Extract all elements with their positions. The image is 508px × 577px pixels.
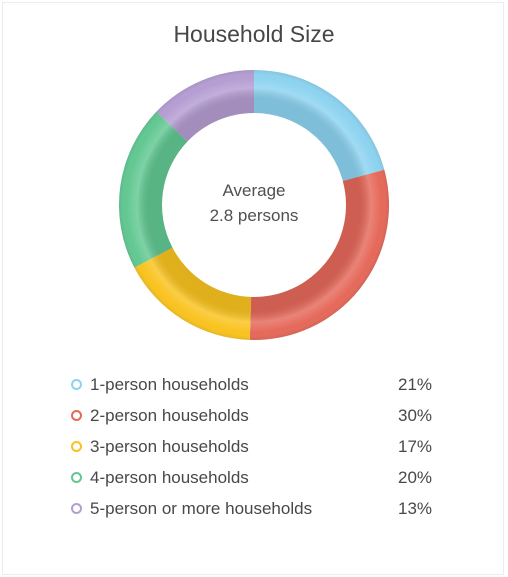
legend-value: 20% <box>398 468 433 487</box>
donut-shading <box>119 70 389 340</box>
legend-item[interactable]: 3-person households 17% <box>70 436 450 467</box>
legend-value: 30% <box>398 406 433 425</box>
legend-item[interactable]: 5-person or more households 13% <box>70 498 450 529</box>
legend-marker-icon <box>71 503 82 514</box>
legend-label: 4-person households <box>90 468 249 487</box>
legend: 1-person households 21% 2-person household… <box>70 374 450 529</box>
legend-item[interactable]: 2-person households 30% <box>70 405 450 436</box>
legend-marker-icon <box>71 410 82 421</box>
center-label-line-2: 2.8 persons <box>209 206 299 225</box>
legend-item[interactable]: 4-person households 20% <box>70 467 450 498</box>
legend-value: 21% <box>398 375 433 394</box>
legend-label: 5-person or more households <box>90 499 313 518</box>
legend-marker-icon <box>71 441 82 452</box>
chart-title: Household Size <box>173 21 335 47</box>
legend-item[interactable]: 1-person households 21% <box>70 374 450 405</box>
legend-label: 2-person households <box>90 406 249 425</box>
legend-label: 3-person households <box>90 437 249 456</box>
legend-marker-icon <box>71 379 82 390</box>
legend-label: 1-person households <box>90 375 249 394</box>
legend-marker-icon <box>71 472 82 483</box>
center-label-line-1: Average <box>222 181 286 200</box>
legend-value: 17% <box>398 437 433 456</box>
legend-value: 13% <box>398 499 433 518</box>
